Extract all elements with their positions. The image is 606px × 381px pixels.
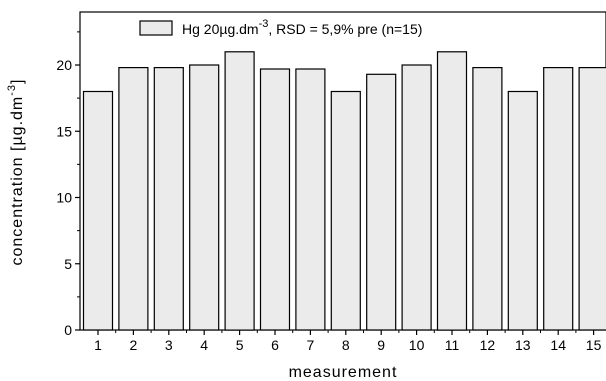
x-tick-label-13: 13 — [515, 337, 531, 353]
x-tick-label-5: 5 — [236, 337, 244, 353]
y-tick-label-15: 15 — [56, 123, 72, 139]
bars-group — [82, 51, 606, 331]
x-axis-label: measurement — [289, 364, 398, 381]
bar-14 — [543, 66, 574, 331]
y-axis-label: concentration [µg.dm-3] — [6, 79, 26, 266]
x-tick-label-7: 7 — [307, 337, 315, 353]
bar-13 — [507, 90, 538, 331]
bar-5 — [224, 51, 255, 331]
bar-4 — [189, 64, 220, 331]
x-tick-label-1: 1 — [94, 337, 102, 353]
bar-8 — [330, 90, 361, 331]
bar-10 — [401, 64, 432, 331]
x-tick-label-2: 2 — [130, 337, 138, 353]
bar-7 — [295, 68, 326, 331]
x-tick-label-12: 12 — [480, 337, 496, 353]
legend-text: Hg 20µg.dm-3, RSD = 5,9% pre (n=15) — [182, 18, 422, 37]
y-tick-label-5: 5 — [64, 256, 72, 272]
x-tick-label-11: 11 — [445, 337, 460, 353]
bar-3 — [153, 66, 184, 331]
bar-12 — [472, 66, 503, 331]
y-tick-label-0: 0 — [64, 322, 72, 338]
x-tick-label-6: 6 — [271, 337, 279, 353]
x-tick-label-14: 14 — [550, 337, 566, 353]
x-tick-label-15: 15 — [586, 337, 602, 353]
legend: Hg 20µg.dm-3, RSD = 5,9% pre (n=15) — [139, 18, 422, 37]
x-tick-label-4: 4 — [200, 337, 208, 353]
y-axis: 0 5 10 15 20 — [56, 31, 80, 338]
x-tick-label-8: 8 — [342, 337, 350, 353]
bar-15 — [578, 66, 606, 331]
x-tick-label-9: 9 — [377, 337, 385, 353]
bar-2 — [118, 66, 149, 331]
legend-swatch — [139, 20, 173, 36]
y-tick-label-10: 10 — [56, 190, 72, 206]
y-tick-label-20: 20 — [56, 57, 72, 73]
bar-11 — [436, 51, 468, 331]
bar-6 — [259, 68, 291, 331]
bar-1 — [82, 90, 114, 331]
x-tick-label-10: 10 — [409, 337, 425, 353]
x-tick-label-3: 3 — [165, 337, 173, 353]
bar-9 — [366, 73, 397, 331]
x-axis: 1 2 3 4 5 6 7 8 9 10 11 12 13 14 15 — [94, 330, 602, 353]
